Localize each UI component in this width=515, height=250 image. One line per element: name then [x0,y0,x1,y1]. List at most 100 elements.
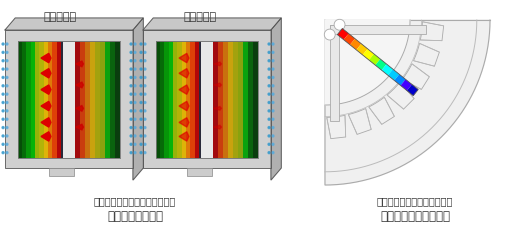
Circle shape [6,85,8,87]
Bar [248,40,253,158]
Polygon shape [420,22,443,41]
Circle shape [140,51,142,54]
Bar [164,40,169,158]
Circle shape [2,143,4,145]
Circle shape [272,43,274,45]
Circle shape [2,135,4,137]
Circle shape [268,60,270,62]
Polygon shape [214,106,221,110]
Circle shape [130,68,132,70]
Circle shape [272,118,274,120]
Bar [177,40,182,158]
Circle shape [144,93,146,95]
Circle shape [324,29,335,40]
Polygon shape [214,83,221,87]
Circle shape [272,102,274,103]
Polygon shape [369,54,380,65]
Circle shape [134,110,136,112]
Circle shape [268,93,270,95]
Circle shape [334,19,345,30]
Polygon shape [356,44,368,55]
Circle shape [140,152,142,154]
Polygon shape [5,18,143,30]
Circle shape [134,93,136,95]
Circle shape [6,76,8,78]
Circle shape [268,152,270,154]
Bar [18,40,120,158]
Polygon shape [76,61,83,67]
Circle shape [2,85,4,87]
Polygon shape [179,118,189,127]
Circle shape [268,126,270,128]
Circle shape [2,76,4,78]
Bar [182,40,186,158]
Circle shape [134,126,136,128]
Text: （コアに発生している電磁力）: （コアに発生している電磁力） [94,196,176,206]
Bar [156,40,160,158]
Bar [75,40,80,158]
Circle shape [268,118,270,120]
Circle shape [272,126,274,128]
Polygon shape [76,106,83,111]
Polygon shape [348,108,371,134]
Bar [186,168,212,175]
Polygon shape [214,125,221,129]
Circle shape [272,135,274,137]
Bar [18,40,120,158]
Polygon shape [41,118,51,127]
Circle shape [268,43,270,45]
Bar [85,40,90,158]
Bar [228,40,233,158]
Circle shape [140,135,142,137]
Polygon shape [363,49,374,60]
Circle shape [140,85,142,87]
Circle shape [268,110,270,112]
Circle shape [144,85,146,87]
Polygon shape [76,124,83,130]
Text: 電磁力６次: 電磁力６次 [183,12,217,22]
Bar [330,25,426,34]
Circle shape [272,51,274,54]
Polygon shape [41,132,51,141]
Polygon shape [394,74,406,86]
Circle shape [144,118,146,120]
Circle shape [2,51,4,54]
Bar [156,40,258,158]
Circle shape [6,143,8,145]
Circle shape [144,143,146,145]
Circle shape [272,152,274,154]
Circle shape [268,143,270,145]
Text: 電磁力２次: 電磁力２次 [43,12,77,22]
Polygon shape [375,59,387,70]
Bar [26,40,31,158]
Polygon shape [179,53,189,63]
Circle shape [6,60,8,62]
Circle shape [144,135,146,137]
Bar [35,40,39,158]
Polygon shape [143,18,281,30]
Circle shape [130,93,132,95]
Circle shape [144,152,146,154]
Bar [90,40,95,158]
Circle shape [130,126,132,128]
Circle shape [134,76,136,78]
Bar [48,40,52,158]
Circle shape [2,126,4,128]
Polygon shape [179,101,189,111]
Bar [218,40,223,158]
Circle shape [272,85,274,87]
Bar [156,40,258,158]
Circle shape [268,85,270,87]
Circle shape [2,152,4,154]
Bar [115,40,120,158]
Circle shape [144,43,146,45]
Bar [169,40,173,158]
Circle shape [2,60,4,62]
Bar [48,168,74,175]
Bar [22,40,26,158]
Circle shape [2,110,4,112]
Polygon shape [325,20,410,105]
Bar [143,30,271,168]
Circle shape [130,51,132,54]
Bar [100,40,105,158]
